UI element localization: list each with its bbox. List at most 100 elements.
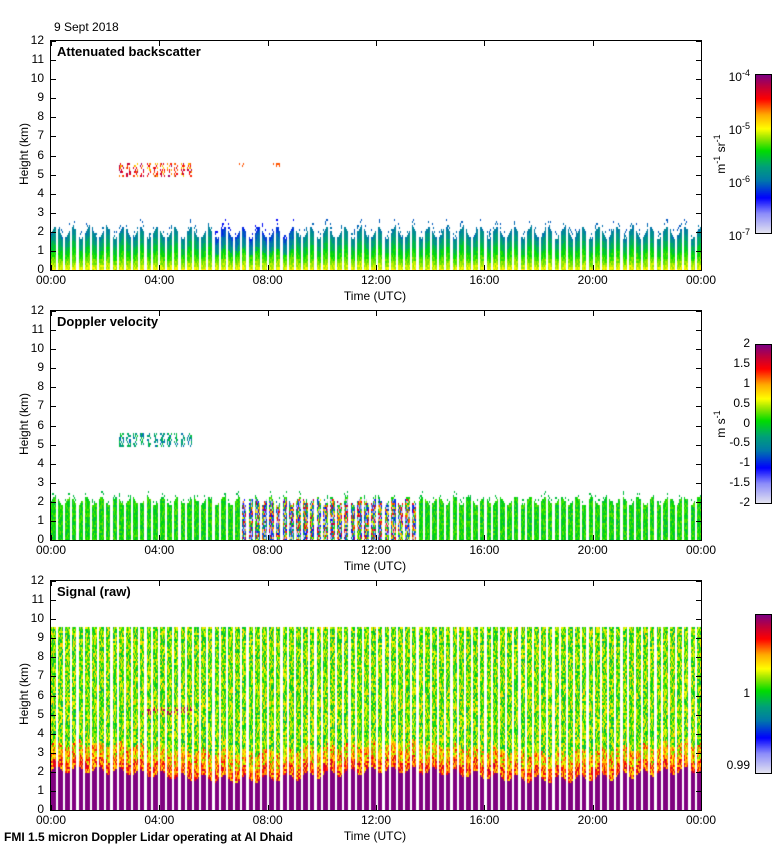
y-tick-mark: [51, 752, 56, 754]
y-tick-mark: [51, 136, 56, 138]
y-tick-label: 10: [30, 71, 44, 86]
x-tick-label: 04:00: [144, 543, 175, 557]
x-tick-mark: [592, 311, 594, 316]
y-tick-mark: [696, 212, 701, 214]
y-tick-label: 3: [37, 204, 44, 219]
colorbar-tick-label: -2: [739, 495, 750, 509]
colorbar-units: m-1 sr-1: [712, 114, 728, 194]
x-tick-label: 08:00: [252, 543, 283, 557]
unit-exp: -1: [712, 155, 722, 164]
y-tick-mark: [696, 60, 701, 62]
unit-exp: -1: [712, 410, 722, 419]
y-tick-mark: [51, 60, 56, 62]
panel-title: Doppler velocity: [57, 314, 159, 329]
x-tick-label: 00:00: [35, 543, 67, 557]
colorbar-tick-label: 0: [743, 415, 750, 430]
y-tick-label: 12: [30, 573, 44, 587]
y-tick-label: 2: [37, 223, 44, 238]
x-tick-mark: [51, 805, 52, 810]
y-tick-mark: [696, 733, 701, 735]
y-tick-mark: [51, 790, 56, 792]
x-tick-mark: [51, 311, 52, 316]
y-tick-mark: [696, 117, 701, 119]
y-tick-mark: [51, 482, 56, 484]
x-tick-mark: [592, 805, 594, 810]
x-tick-mark: [51, 535, 52, 540]
y-tick-mark: [51, 349, 56, 351]
y-tick-mark: [696, 41, 701, 42]
x-tick-label: 08:00: [252, 813, 283, 827]
y-tick-label: 11: [31, 322, 44, 337]
tick-base: 10: [728, 229, 742, 243]
y-tick-mark: [51, 810, 56, 811]
panel-signal: Signal (raw): [50, 580, 702, 811]
colorbar-tick-label: 10-7: [700, 227, 750, 243]
y-tick-mark: [51, 406, 56, 408]
unit-s: s: [714, 418, 728, 428]
y-tick-label: 7: [37, 668, 44, 683]
x-tick-mark: [484, 535, 486, 540]
y-tick-label: 9: [37, 630, 44, 645]
y-tick-mark: [696, 520, 701, 522]
y-tick-label: 6: [37, 147, 44, 162]
unit-m: m: [714, 163, 728, 174]
x-tick-mark: [484, 805, 486, 810]
y-tick-mark: [696, 771, 701, 773]
x-tick-mark: [159, 581, 161, 586]
y-tick-label: 2: [37, 763, 44, 778]
y-tick-label: 10: [30, 611, 44, 626]
x-tick-label: 04:00: [144, 813, 175, 827]
colorbar-tick-label: 1: [743, 375, 750, 390]
tick-exp: -7: [741, 227, 750, 237]
x-tick-mark: [267, 805, 269, 810]
x-tick-mark: [51, 265, 52, 270]
unit-m: m: [714, 427, 728, 438]
y-tick-label: 8: [37, 379, 44, 394]
y-tick-label: 11: [31, 52, 44, 67]
x-tick-mark: [267, 265, 269, 270]
tick-exp: -5: [741, 121, 750, 131]
x-tick-label: 04:00: [144, 273, 175, 287]
y-tick-mark: [696, 444, 701, 446]
y-tick-mark: [696, 155, 701, 157]
panel-title: Attenuated backscatter: [57, 44, 201, 59]
y-tick-mark: [51, 619, 56, 621]
y-tick-label: 5: [37, 706, 44, 721]
x-tick-label: 12:00: [360, 543, 392, 557]
x-tick-mark: [592, 535, 594, 540]
y-tick-label: 5: [37, 166, 44, 181]
y-tick-mark: [696, 600, 701, 602]
y-tick-mark: [51, 444, 56, 446]
x-tick-mark: [701, 265, 702, 270]
y-tick-mark: [51, 98, 56, 100]
y-tick-mark: [696, 231, 701, 233]
x-tick-label: 08:00: [252, 273, 283, 287]
y-tick-mark: [51, 600, 56, 602]
unit-exp: -1: [712, 134, 722, 143]
y-tick-label: 10: [30, 341, 44, 356]
colorbar-velocity: [755, 344, 772, 504]
y-tick-label: 9: [37, 90, 44, 105]
colorbar-tick-label: 1.5: [733, 355, 750, 370]
x-tick-mark: [267, 535, 269, 540]
y-tick-mark: [51, 117, 56, 119]
y-tick-mark: [696, 270, 701, 271]
y-tick-mark: [696, 79, 701, 81]
tick-base: 10: [728, 176, 742, 190]
x-tick-mark: [484, 311, 486, 316]
y-tick-label: 3: [37, 744, 44, 759]
y-tick-mark: [51, 212, 56, 214]
colorbar-units: m s-1: [712, 384, 728, 464]
y-tick-mark: [696, 387, 701, 389]
x-tick-mark: [701, 581, 702, 586]
y-tick-mark: [51, 79, 56, 81]
colorbar-tick-label: 10-5: [700, 121, 750, 137]
x-tick-label: 20:00: [577, 273, 608, 287]
y-tick-mark: [696, 136, 701, 138]
x-tick-label: 20:00: [577, 813, 608, 827]
y-tick-mark: [51, 771, 56, 773]
x-tick-mark: [701, 311, 702, 316]
y-tick-mark: [51, 676, 56, 678]
x-tick-mark: [592, 581, 594, 586]
y-tick-label: 8: [37, 109, 44, 124]
